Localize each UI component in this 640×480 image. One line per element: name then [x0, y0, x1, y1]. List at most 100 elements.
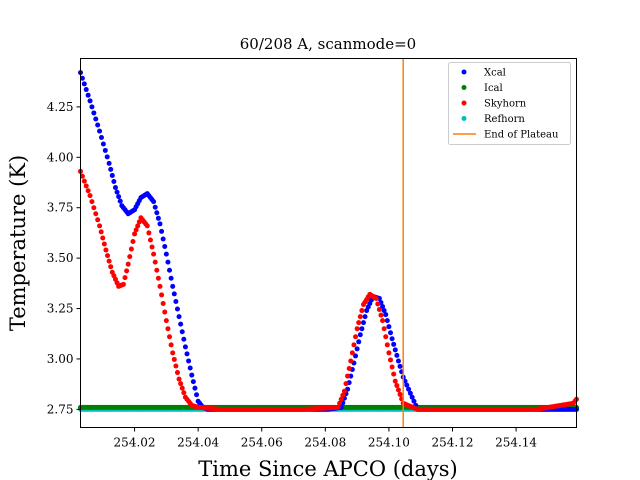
xcal-point	[165, 259, 171, 265]
xcal-point	[407, 390, 413, 396]
xcal-point	[187, 365, 193, 371]
skyhorn-point	[81, 178, 87, 184]
skyhorn-point	[353, 334, 359, 340]
xcal-point	[168, 275, 174, 281]
y-axis-label: Temperature (K)	[6, 155, 30, 331]
skyhorn-point	[349, 350, 355, 356]
skyhorn-point	[159, 292, 165, 298]
x-tick-label: 254.10	[368, 436, 410, 450]
skyhorn-point	[147, 237, 153, 243]
skyhorn-point	[389, 364, 395, 370]
skyhorn-point	[381, 326, 387, 332]
skyhorn-point	[105, 253, 111, 259]
xcal-point	[395, 358, 401, 364]
skyhorn-point	[144, 223, 150, 229]
data-layer	[78, 58, 579, 428]
xcal-point	[93, 116, 99, 122]
skyhorn-point	[383, 334, 389, 340]
xcal-point	[397, 363, 403, 369]
skyhorn-point	[89, 199, 95, 205]
skyhorn-point	[356, 320, 362, 326]
skyhorn-point	[348, 358, 354, 364]
skyhorn-point	[394, 383, 400, 389]
skyhorn-point	[95, 217, 101, 223]
skyhorn-point	[171, 356, 177, 362]
xcal-point	[87, 98, 93, 104]
skyhorn-point	[135, 223, 141, 229]
xcal-point	[192, 385, 198, 391]
skyhorn-point	[133, 227, 139, 233]
skyhorn-point	[346, 366, 352, 372]
xcal-point	[360, 320, 366, 326]
xcal-point	[388, 330, 393, 336]
skyhorn-point	[85, 188, 91, 194]
skyhorn-point	[130, 238, 136, 244]
skyhorn-point	[345, 373, 351, 379]
skyhorn-point	[151, 251, 157, 257]
skyhorn-point	[91, 205, 97, 211]
skyhorn-point	[179, 385, 185, 391]
y-axis-ticks: 2.75 3.00 3.25 3.50 3.75 4.00 4.25	[47, 100, 81, 416]
skyhorn-point	[103, 247, 109, 253]
xcal-point	[163, 251, 169, 257]
skyhorn-point	[391, 371, 397, 377]
skyhorn-point	[79, 173, 85, 179]
xcal-point	[190, 379, 196, 385]
skyhorn-point	[354, 326, 360, 332]
skyhorn-point	[149, 244, 155, 250]
skyhorn-point	[338, 396, 344, 402]
x-tick-label: 254.06	[241, 436, 283, 450]
skyhorn-point	[83, 183, 89, 189]
skyhorn-point	[380, 318, 386, 324]
xcal-point	[91, 110, 97, 116]
skyhorn-point	[101, 241, 107, 247]
xcal-point	[174, 306, 180, 312]
xcal-point	[116, 194, 122, 200]
xcal-point	[179, 329, 185, 335]
xcal-point	[184, 351, 190, 357]
skyhorn-point	[154, 267, 160, 273]
xcal-point	[157, 221, 163, 227]
legend-box	[448, 62, 571, 145]
skyhorn-point	[397, 391, 403, 397]
xcal-point	[95, 122, 101, 128]
xcal-point	[112, 185, 118, 191]
legend-dot-marker	[461, 100, 467, 106]
y-tick-label: 3.25	[47, 302, 74, 316]
skyhorn-point	[181, 390, 187, 396]
skyhorn-point	[152, 259, 158, 265]
xcal-point	[108, 166, 114, 172]
skyhorn-point	[378, 312, 384, 318]
xcal-point	[162, 244, 168, 250]
xcal-point	[391, 341, 397, 347]
x-tick-label: 254.12	[432, 436, 474, 450]
skyhorn-point	[87, 193, 93, 199]
skyhorn-point	[386, 350, 392, 356]
x-axis-ticks: 254.02 254.04 254.06 254.08 254.10 254.12 254.…	[114, 427, 537, 450]
x-tick-label: 254.08	[304, 436, 346, 450]
xcal-point	[178, 321, 184, 327]
xcal-point	[89, 104, 95, 110]
skyhorn-point	[97, 223, 103, 229]
xcal-point	[383, 312, 389, 318]
legend-label-end-of-plateau: End of Plateau	[484, 130, 559, 141]
x-tick-label: 254.02	[114, 436, 156, 450]
y-tick-label: 2.75	[47, 402, 74, 416]
skyhorn-point	[174, 370, 180, 376]
xcal-point	[81, 81, 87, 87]
xcal-point	[384, 318, 390, 324]
xcal-point	[186, 358, 192, 364]
skyhorn-point	[98, 229, 104, 235]
xcal-point	[106, 160, 112, 166]
skyhorn-point	[100, 235, 106, 241]
skyhorn-point	[359, 308, 365, 314]
xcal-point	[79, 75, 85, 81]
skyhorn-point	[127, 254, 133, 260]
xcal-point	[171, 291, 177, 297]
skyhorn-point	[178, 381, 184, 387]
xcal-point	[98, 135, 104, 141]
skyhorn-point	[162, 309, 168, 315]
skyhorn-point	[132, 231, 138, 237]
skyhorn-point	[160, 300, 166, 306]
